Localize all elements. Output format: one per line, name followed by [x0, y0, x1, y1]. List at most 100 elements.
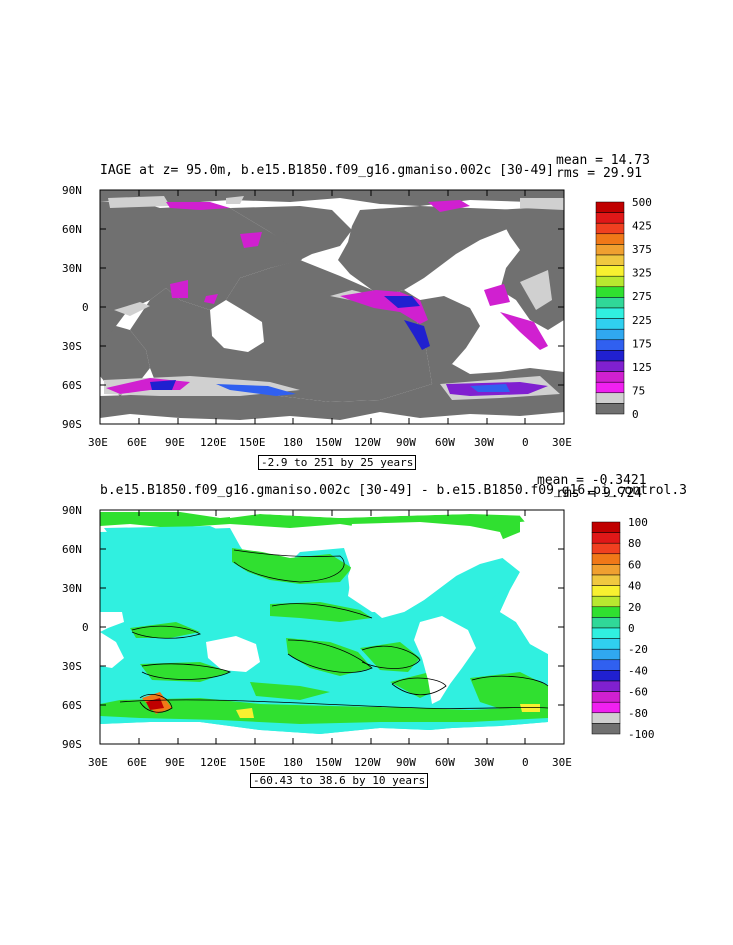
top-lon-label: 120W — [354, 436, 381, 449]
colorbar-swatch — [591, 564, 621, 576]
colorbar-swatch — [595, 222, 625, 235]
colorbar-swatch — [591, 606, 621, 618]
bottom-lon-label: 0 — [522, 756, 529, 769]
top-lon-label: 30E — [552, 436, 572, 449]
top-lat-label: 30N — [62, 262, 82, 275]
bottom-lon-label: 90W — [396, 756, 416, 769]
colorbar-swatch — [595, 328, 625, 341]
top-lon-label: 150E — [239, 436, 266, 449]
colorbar-swatch — [591, 670, 621, 682]
bottom-lon-label: 180 — [283, 756, 303, 769]
top-lon-label: 150W — [315, 436, 342, 449]
top-map-panel: IAGE at z= 95.0m, b.e15.B1850.f09_g16.gm… — [0, 150, 733, 470]
top-lat-label: 60S — [62, 379, 82, 392]
colorbar-label: 425 — [632, 220, 652, 233]
top-lon-label: 60W — [435, 436, 455, 449]
colorbar-label: -80 — [628, 707, 648, 720]
colorbar-swatch — [595, 403, 625, 415]
bottom-lat-label: 90S — [62, 738, 82, 751]
colorbar-swatch — [591, 585, 621, 597]
colorbar-swatch — [591, 648, 621, 661]
bottom-lon-label: 150E — [239, 756, 266, 769]
colorbar-swatch — [595, 212, 625, 224]
colorbar-swatch — [591, 553, 621, 565]
bottom-lon-axis: 30E 60E 90E 120E 150E 180 150W 120W 90W … — [88, 510, 572, 769]
bottom-lon-label: 30E — [552, 756, 572, 769]
bottom-lon-label: 30W — [474, 756, 494, 769]
colorbar-swatch — [591, 691, 621, 703]
colorbar-swatch — [595, 360, 625, 372]
colorbar-swatch — [595, 275, 625, 288]
bottom-lat-label: 60S — [62, 699, 82, 712]
colorbar-swatch — [595, 350, 625, 362]
colorbar-swatch — [591, 712, 621, 724]
colorbar-swatch — [595, 233, 625, 245]
bottom-lon-label: 150W — [315, 756, 342, 769]
colorbar-swatch — [595, 371, 625, 383]
colorbar-label: 20 — [628, 601, 641, 614]
colorbar-label: 275 — [632, 290, 652, 303]
colorbar-label: 125 — [632, 361, 652, 374]
top-lon-label: 90W — [396, 436, 416, 449]
colorbar-label: -60 — [628, 686, 648, 699]
bottom-map-rms: rms = 9.724 — [556, 486, 643, 501]
top-lon-label: 90E — [165, 436, 185, 449]
top-lon-label: 60E — [127, 436, 147, 449]
bottom-range-label: -60.43 to 38.6 by 10 years — [250, 773, 429, 788]
top-lon-label: 30W — [474, 436, 494, 449]
bottom-map-panel: b.e15.B1850.f09_g16.gmaniso.002c [30-49]… — [0, 472, 733, 792]
colorbar-swatch — [591, 574, 621, 586]
colorbar-swatch — [591, 659, 621, 671]
bottom-lat-label: 0 — [82, 621, 89, 634]
colorbar-swatch — [591, 680, 621, 692]
colorbar-label: -100 — [628, 728, 655, 741]
bottom-lon-label: 30E — [88, 756, 108, 769]
bottom-lat-label: 90N — [62, 504, 82, 517]
colorbar-label: -40 — [628, 664, 648, 677]
bottom-lat-label: 30N — [62, 582, 82, 595]
top-lat-label: 0 — [82, 301, 89, 314]
top-map-title: IAGE at z= 95.0m, b.e15.B1850.f09_g16.gm… — [100, 163, 554, 178]
colorbar-label: 175 — [632, 337, 652, 350]
bottom-lat-label: 30S — [62, 660, 82, 673]
colorbar-label: 75 — [632, 384, 645, 397]
colorbar-swatch — [591, 617, 621, 629]
top-lon-axis: 30E 60E 90E 120E 150E 180 150W 120W 90W … — [88, 190, 572, 449]
colorbar-label: 100 — [628, 516, 648, 529]
colorbar-swatch — [595, 244, 625, 256]
top-range-label: -2.9 to 251 by 25 years — [258, 455, 417, 470]
top-map-rms: rms = 29.91 — [556, 166, 643, 181]
top-lat-label: 60N — [62, 223, 82, 236]
top-lat-label: 90N — [62, 184, 82, 197]
top-lat-axis: 90N 60N 30N 0 30S 60S 90S — [62, 184, 564, 431]
colorbar-swatch — [591, 542, 621, 555]
colorbar-swatch — [595, 339, 625, 351]
top-lon-label: 120E — [200, 436, 227, 449]
colorbar-label: 0 — [628, 622, 635, 635]
colorbar-swatch — [591, 595, 621, 608]
colorbar-swatch — [591, 521, 621, 533]
bottom-lon-label: 60W — [435, 756, 455, 769]
colorbar-swatch — [595, 318, 625, 330]
colorbar-label: 40 — [628, 580, 641, 593]
top-lon-label: 180 — [283, 436, 303, 449]
colorbar-label: 0 — [632, 408, 639, 421]
bottom-map-title: b.e15.B1850.f09_g16.gmaniso.002c [30-49]… — [100, 483, 687, 498]
colorbar-swatch — [595, 297, 625, 309]
colorbar-swatch — [595, 307, 625, 319]
top-map-mean: mean = 14.73 — [556, 153, 650, 168]
colorbar-swatch — [595, 265, 625, 277]
colorbar-swatch — [595, 286, 625, 298]
bottom-lon-label: 90E — [165, 756, 185, 769]
colorbar-label: -20 — [628, 643, 648, 656]
colorbar-swatch — [595, 381, 625, 394]
colorbar-label: 80 — [628, 537, 641, 550]
colorbar-swatch — [595, 201, 625, 213]
top-lon-label: 30E — [88, 436, 108, 449]
bottom-lon-label: 120E — [200, 756, 227, 769]
colorbar-label: 375 — [632, 243, 652, 256]
colorbar-swatch — [591, 701, 621, 714]
colorbar-swatch — [595, 254, 625, 266]
top-lat-label: 90S — [62, 418, 82, 431]
colorbar-swatch — [591, 532, 621, 544]
